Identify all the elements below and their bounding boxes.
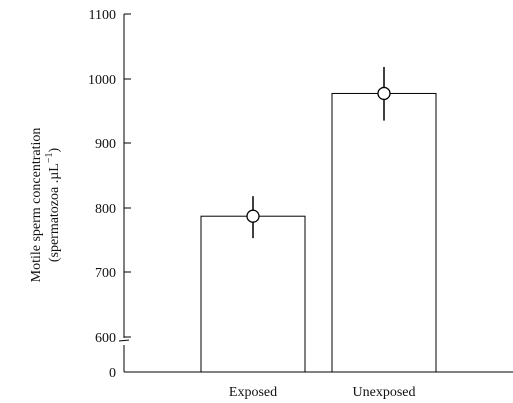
mean-marker-exposed (246, 209, 260, 223)
x-category-label-exposed: Exposed (229, 385, 277, 400)
bar-exposed (200, 215, 306, 373)
y-axis-title-exponent: −1 (44, 153, 55, 164)
axis-break-mark (118, 339, 130, 342)
mean-marker-unexposed (377, 86, 391, 101)
y-axis-title: Motile sperm concentration (spermatozoa … (29, 128, 62, 283)
y-axis-title-line1: Motile sperm concentration (29, 128, 44, 283)
y-tick-label-700: 700 (95, 266, 116, 281)
y-tick-label-600: 600 (95, 331, 116, 346)
y-axis-title-unit: (spermatozoa .µL (47, 163, 62, 262)
y-tick-label-800: 800 (95, 202, 116, 217)
y-tick-label-1100: 1100 (89, 8, 116, 23)
x-category-label-unexposed: Unexposed (353, 385, 416, 400)
y-tick-label-1000: 1000 (88, 73, 116, 88)
bar-unexposed (331, 92, 437, 373)
y-axis-title-close: ) (47, 148, 62, 153)
y-tick-label-900: 900 (95, 137, 116, 152)
y-tick-label-0: 0 (109, 366, 116, 381)
y-ticks (124, 13, 131, 338)
y-axis-title-line2: (spermatozoa .µL−1) (44, 148, 62, 263)
bars-group (200, 66, 437, 373)
